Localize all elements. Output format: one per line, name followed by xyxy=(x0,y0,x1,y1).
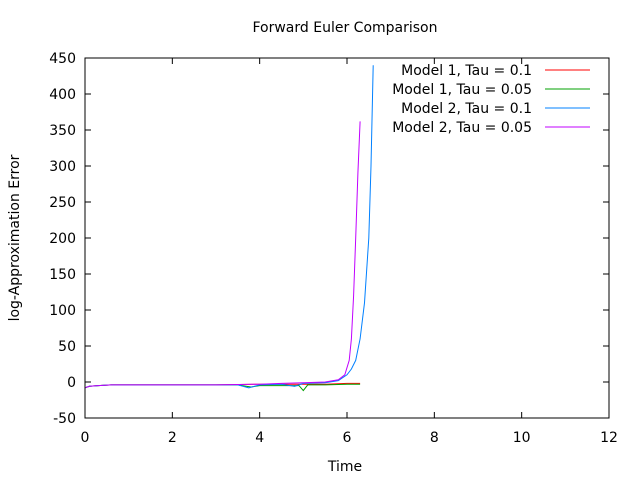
legend-label: Model 1, Tau = 0.1 xyxy=(401,63,532,79)
y-tick-label: 350 xyxy=(49,123,76,139)
legend-label: Model 2, Tau = 0.1 xyxy=(401,101,532,117)
y-tick-label: 200 xyxy=(49,231,76,247)
legend: Model 1, Tau = 0.1 Model 1, Tau = 0.05 Mod… xyxy=(392,63,590,136)
y-tick-label: 100 xyxy=(49,303,76,319)
series-layer xyxy=(84,65,374,392)
y-axis-label: log-Approximation Error xyxy=(7,154,23,321)
x-tick-label: 4 xyxy=(255,430,264,446)
legend-label: Model 2, Tau = 0.05 xyxy=(392,120,532,136)
y-tick-label: 450 xyxy=(49,51,76,67)
y-tick-label: -50 xyxy=(53,411,76,427)
legend-label: Model 1, Tau = 0.05 xyxy=(392,82,532,98)
x-tick-label: 2 xyxy=(168,430,177,446)
x-tick-label: 10 xyxy=(513,430,531,446)
x-tick-label: 6 xyxy=(343,430,352,446)
y-tick-label: 400 xyxy=(49,87,76,103)
x-tick-label: 0 xyxy=(81,430,90,446)
y-tick-label: 50 xyxy=(58,339,76,355)
y-tick-label: 300 xyxy=(49,159,76,175)
series-line xyxy=(84,121,361,389)
y-tick-label: 150 xyxy=(49,267,76,283)
x-tick-label: 12 xyxy=(600,430,618,446)
axes-layer: 0 2 4 6 8 10 12 -50 0 50 100 150 200 250 300 350 400 450 xyxy=(49,51,618,446)
y-tick-label: 0 xyxy=(67,375,76,391)
y-tick-label: 250 xyxy=(49,195,76,211)
x-tick-label: 8 xyxy=(430,430,439,446)
chart-title: Forward Euler Comparison xyxy=(252,20,437,36)
x-axis-label: Time xyxy=(327,459,362,475)
